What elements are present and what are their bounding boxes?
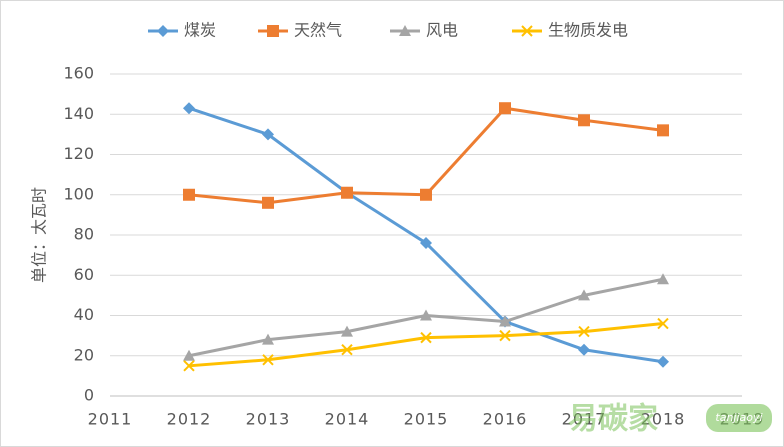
marker bbox=[521, 25, 533, 37]
y-tick-label: 120 bbox=[63, 144, 94, 163]
legend-label: 天然气 bbox=[294, 21, 342, 40]
marker bbox=[578, 289, 590, 301]
x-tick-label: 2011 bbox=[88, 410, 133, 429]
x-tick-label: 2013 bbox=[246, 410, 291, 429]
y-tick-label: 20 bbox=[74, 345, 94, 364]
marker bbox=[420, 237, 432, 250]
watermark: 易碳家 bbox=[568, 402, 658, 437]
marker bbox=[183, 188, 195, 201]
marker bbox=[183, 360, 195, 372]
y-tick-label: 40 bbox=[74, 305, 94, 324]
x-tick-label: 2017 bbox=[562, 410, 607, 429]
marker bbox=[183, 349, 195, 361]
legend-item: 风电 bbox=[390, 21, 458, 40]
legend-item: 天然气 bbox=[258, 21, 342, 40]
y-axis-label: 单位：太瓦时 bbox=[30, 187, 49, 283]
y-tick-label: 80 bbox=[74, 225, 94, 244]
marker bbox=[420, 188, 432, 201]
y-tick-label: 100 bbox=[63, 184, 94, 203]
x-tick-label: 2016 bbox=[483, 410, 528, 429]
marker bbox=[499, 329, 511, 342]
watermark-sub: tanjiaoyi bbox=[715, 411, 762, 424]
marker bbox=[399, 25, 411, 36]
x-tick-label: 2012 bbox=[167, 410, 212, 429]
y-tick-label: 160 bbox=[63, 64, 94, 83]
marker bbox=[578, 343, 590, 356]
marker bbox=[499, 315, 511, 327]
x-tick-label: 2015 bbox=[404, 410, 449, 429]
legend-label: 煤炭 bbox=[184, 21, 216, 40]
marker bbox=[657, 273, 669, 285]
marker bbox=[157, 25, 169, 37]
legend-item: 煤炭 bbox=[148, 21, 216, 40]
y-tick-label: 0 bbox=[84, 386, 94, 405]
marker bbox=[420, 331, 432, 344]
marker bbox=[578, 114, 590, 127]
marker bbox=[420, 309, 432, 321]
marker bbox=[341, 344, 353, 356]
marker bbox=[657, 124, 669, 137]
marker bbox=[262, 333, 274, 345]
marker bbox=[578, 325, 590, 338]
x-tick-label: 2014 bbox=[325, 410, 370, 429]
marker bbox=[657, 317, 669, 330]
marker bbox=[183, 102, 195, 115]
legend-label: 生物质发电 bbox=[548, 21, 628, 40]
watermark-badge bbox=[706, 404, 772, 432]
marker bbox=[262, 128, 274, 141]
legend-label: 风电 bbox=[426, 21, 458, 40]
marker bbox=[267, 25, 279, 37]
y-tick-label: 60 bbox=[74, 265, 94, 284]
marker bbox=[341, 325, 353, 337]
legend-item: 生物质发电 bbox=[512, 21, 628, 40]
marker bbox=[499, 102, 511, 115]
marker bbox=[262, 354, 274, 366]
marker bbox=[262, 196, 274, 209]
y-tick-label: 140 bbox=[63, 104, 94, 123]
marker bbox=[341, 186, 353, 199]
marker bbox=[657, 355, 669, 368]
x-tick-label: 2018 bbox=[641, 410, 686, 429]
